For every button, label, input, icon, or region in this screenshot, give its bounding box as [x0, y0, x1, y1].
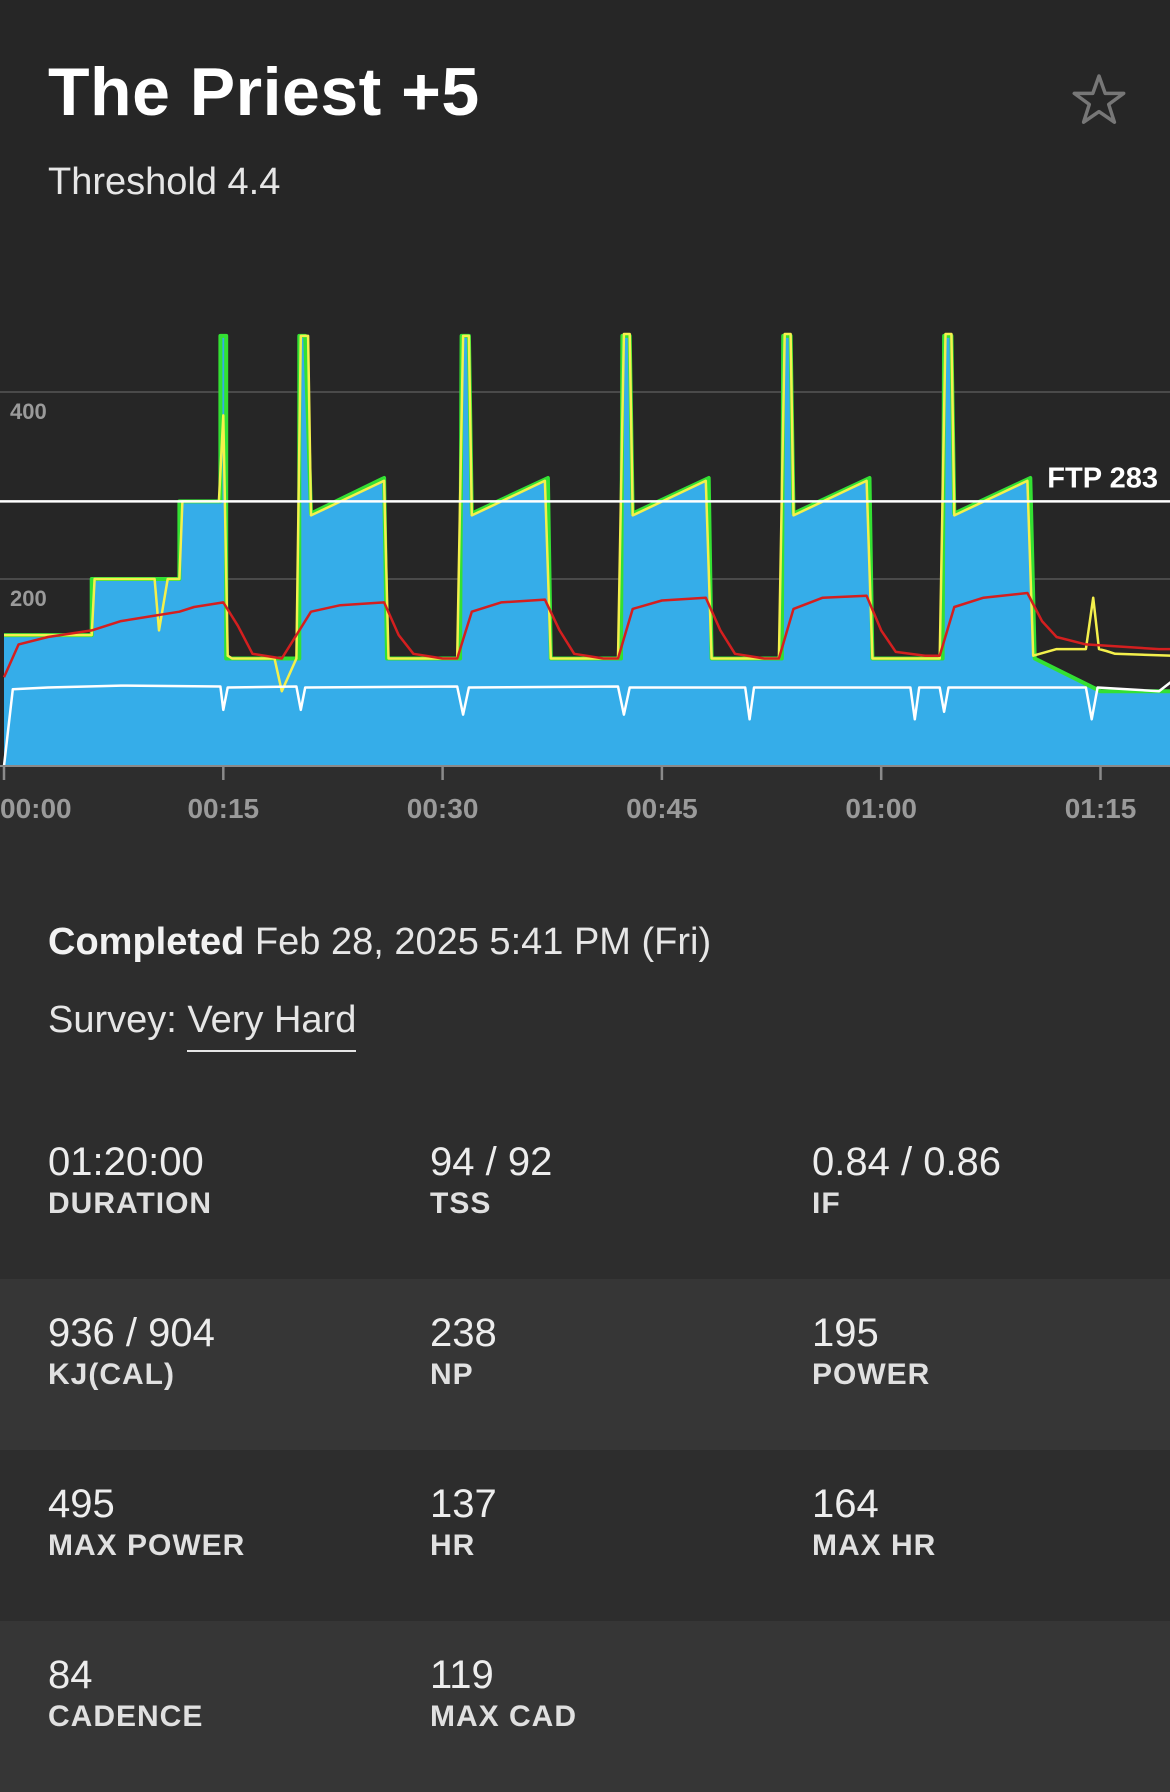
- stat-label: KJ(CAL): [48, 1358, 175, 1391]
- stat-kj-cal: 936 / 904 KJ(CAL): [48, 1309, 408, 1393]
- stat-label: TSS: [430, 1187, 492, 1220]
- stat-value: 0.84 / 0.86: [812, 1140, 1002, 1184]
- stat-label: MAX HR: [812, 1529, 937, 1562]
- stat-hr: 137 HR: [430, 1480, 790, 1564]
- workout-chart[interactable]: 200 400 FTP 283 00:00 00:15 00:30 00:45 01:00 01…: [0, 250, 1170, 838]
- completed-label: Completed: [48, 921, 245, 963]
- cadence-line: [2, 681, 1170, 767]
- stat-label: MAX POWER: [48, 1529, 246, 1562]
- stat-power: 195 POWER: [812, 1309, 1170, 1393]
- x-tick-label: 00:45: [626, 793, 698, 824]
- x-tick-label: 01:00: [845, 793, 917, 824]
- stats-row: 936 / 904 KJ(CAL) 238 NP 195 POWER: [0, 1279, 1170, 1450]
- stat-max-cad: 119 MAX CAD: [430, 1651, 790, 1735]
- stat-label: NP: [430, 1358, 474, 1391]
- stat-label: CADENCE: [48, 1700, 204, 1733]
- completed-date: Feb 28, 2025 5:41 PM (Fri): [254, 921, 712, 963]
- workout-header: The Priest +5 Threshold 4.4: [0, 0, 1170, 250]
- x-tick-label: 00:30: [407, 793, 479, 824]
- stat-cadence: 84 CADENCE: [48, 1651, 408, 1735]
- stat-value: 195: [812, 1311, 879, 1355]
- stats-row: 01:20:00 DURATION 94 / 92 TSS 0.84 / 0.86 I…: [0, 1108, 1170, 1279]
- workout-summary: [0, 838, 1170, 1108]
- x-tick-label: 00:15: [187, 793, 259, 824]
- stat-label: POWER: [812, 1358, 931, 1391]
- stats-grid: 01:20:00 DURATION 94 / 92 TSS 0.84 / 0.86 I…: [0, 1108, 1170, 1792]
- stat-max-hr: 164 MAX HR: [812, 1480, 1170, 1564]
- stat-duration: 01:20:00 DURATION: [48, 1138, 408, 1222]
- stats-row: 495 MAX POWER 137 HR 164 MAX HR: [0, 1450, 1170, 1621]
- survey-label: Survey:: [48, 999, 177, 1041]
- x-tick-label: 01:15: [1065, 793, 1137, 824]
- completed-line: Completed Feb 28, 2025 5:41 PM (Fri): [48, 918, 711, 966]
- stat-label: DURATION: [48, 1187, 213, 1220]
- target-power-area: [4, 335, 1170, 766]
- stat-tss: 94 / 92 TSS: [430, 1138, 790, 1222]
- heart-rate-line: [2, 591, 1170, 678]
- stat-label: MAX CAD: [430, 1700, 577, 1733]
- x-axis-band: [0, 766, 1170, 838]
- stat-value: 01:20:00: [48, 1140, 204, 1184]
- stat-value: 238: [430, 1311, 497, 1355]
- stats-row: 84 CADENCE 119 MAX CAD: [0, 1621, 1170, 1792]
- stat-value: 94 / 92: [430, 1140, 553, 1184]
- stat-value: 936 / 904: [48, 1311, 215, 1355]
- workout-chart-svg: 200 400 FTP 283 00:00 00:15 00:30 00:45 01:00 01…: [0, 332, 1170, 838]
- y-tick-label: 200: [10, 586, 47, 611]
- stat-label: IF: [812, 1187, 841, 1220]
- star-icon[interactable]: [1068, 70, 1130, 132]
- stat-value: 137: [430, 1482, 497, 1526]
- survey-line: Survey: Very Hard: [48, 996, 357, 1052]
- stat-value: 84: [48, 1653, 93, 1697]
- ftp-label: FTP 283: [1047, 462, 1158, 494]
- y-tick-label: 400: [10, 399, 47, 424]
- power-line: [4, 332, 1170, 693]
- stat-np: 238 NP: [430, 1309, 790, 1393]
- stat-label: HR: [430, 1529, 476, 1562]
- workout-title: The Priest +5: [48, 54, 480, 130]
- stat-value: 119: [430, 1653, 494, 1697]
- x-tick-label: 00:00: [0, 793, 72, 824]
- survey-rating-link[interactable]: Very Hard: [187, 996, 357, 1052]
- stat-value: 495: [48, 1482, 115, 1526]
- target-power-line: [4, 333, 1170, 694]
- stat-max-power: 495 MAX POWER: [48, 1480, 408, 1564]
- stat-value: 164: [812, 1482, 879, 1526]
- stat-if: 0.84 / 0.86 IF: [812, 1138, 1170, 1222]
- workout-subtitle: Threshold 4.4: [48, 161, 281, 203]
